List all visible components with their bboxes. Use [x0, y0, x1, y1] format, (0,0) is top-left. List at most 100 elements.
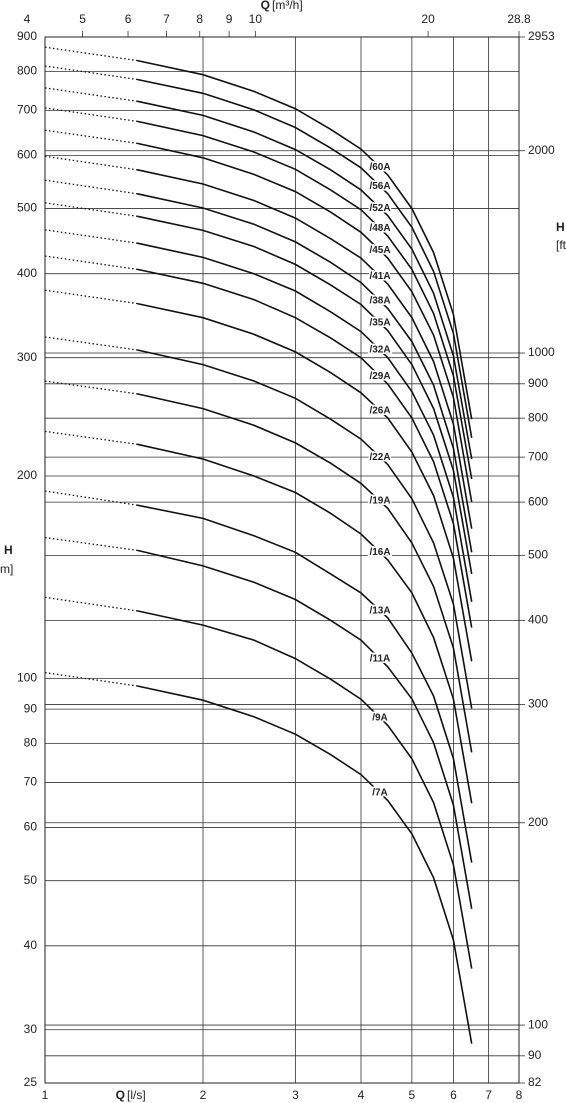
- curve: [137, 443, 473, 804]
- curve-dotted: [44, 179, 138, 195]
- curve: [137, 393, 473, 753]
- y2-tick-label: 1000: [528, 345, 555, 359]
- curve-label: /56A: [369, 181, 390, 192]
- curve: [137, 268, 473, 628]
- curve: [137, 142, 473, 503]
- curve-label: /29A: [369, 371, 390, 382]
- curve-label: /11A: [370, 654, 391, 665]
- curve-dotted: [44, 536, 138, 552]
- x2-tick-label: 10: [249, 12, 263, 26]
- curve: [137, 215, 473, 575]
- curve-dotted: [44, 46, 138, 62]
- y-axis-label: H: [4, 543, 13, 557]
- y2-axis-unit: [ft: [556, 238, 566, 252]
- y-tick-label: 25: [24, 1075, 38, 1089]
- y-tick-label: 30: [24, 1022, 38, 1036]
- y-tick-label: 70: [24, 775, 38, 789]
- curve-dotted: [44, 596, 138, 612]
- y-tick-label: 90: [24, 701, 38, 715]
- curve-label: /13A: [369, 605, 390, 616]
- curve-label: /32A: [369, 345, 390, 356]
- curve-label: /38A: [369, 296, 390, 307]
- x2-tick-label: 4: [24, 12, 31, 26]
- y2-tick-label: 2000: [528, 143, 555, 157]
- y-tick-label: 100: [17, 671, 37, 685]
- y-tick-label: 50: [24, 873, 38, 887]
- y2-tick-label: 90: [528, 1048, 542, 1062]
- x-tick-label: 4: [358, 1088, 365, 1102]
- curve-dotted: [44, 430, 138, 445]
- x-tick-label: 1: [42, 1088, 49, 1102]
- y2-tick-label: 400: [528, 613, 548, 627]
- y-axis-unit: m]: [0, 562, 13, 576]
- curve: [137, 302, 473, 662]
- y-tick-label: 500: [17, 201, 37, 215]
- x2-axis-label: Q: [261, 0, 270, 12]
- curve-label: /19A: [369, 496, 390, 507]
- x-tick-label: 7: [485, 1088, 492, 1102]
- y2-tick-label: 700: [528, 449, 548, 463]
- x2-tick-label: 6: [125, 12, 132, 26]
- curve-label: /35A: [369, 318, 390, 329]
- curve: [137, 549, 473, 909]
- y2-tick-label: 800: [528, 410, 548, 424]
- y-tick-label: 600: [17, 148, 37, 162]
- x2-tick-label: 20: [421, 12, 435, 26]
- x2-tick-label: 5: [79, 12, 86, 26]
- curve-dotted: [44, 155, 138, 171]
- curve: [137, 59, 473, 420]
- x2-tick-label: 9: [226, 12, 233, 26]
- curve-dotted: [44, 202, 138, 217]
- x-tick-label: 8: [516, 1088, 523, 1102]
- y-tick-label: 400: [17, 266, 37, 280]
- curve-dotted: [44, 336, 138, 351]
- curve-label: /7A: [372, 788, 388, 799]
- y2-tick-label: 600: [528, 494, 548, 508]
- curve: [137, 78, 473, 438]
- curve: [137, 610, 473, 969]
- curve-label: /48A: [369, 223, 390, 234]
- y-tick-label: 800: [17, 64, 37, 78]
- x-tick-label: 5: [409, 1088, 416, 1102]
- curve-label: /22A: [369, 452, 390, 463]
- curve-dotted: [44, 490, 138, 506]
- curve-dotted: [44, 289, 138, 305]
- curve-dotted: [44, 380, 138, 395]
- curve-dotted: [44, 671, 138, 687]
- curve-label: /52A: [369, 203, 390, 214]
- x-axis-unit: [l/s]: [127, 1088, 146, 1102]
- curve-dotted: [44, 107, 138, 123]
- curve-label: /26A: [369, 405, 390, 416]
- curve: [137, 193, 473, 553]
- curve: [137, 169, 473, 529]
- plot-frame: [44, 36, 520, 1084]
- curve-dotted: [44, 87, 138, 102]
- y2-tick-label: 900: [528, 376, 548, 390]
- y-tick-label: 200: [17, 468, 37, 482]
- curve: [137, 100, 473, 460]
- y-tick-label: 80: [24, 736, 38, 750]
- y-tick-label: 700: [17, 103, 37, 117]
- curve-dotted: [44, 255, 138, 271]
- curve: [137, 349, 473, 709]
- x-axis-label: Q: [116, 1088, 125, 1102]
- y-tick-label: 40: [24, 938, 38, 952]
- curve: [137, 504, 473, 863]
- y2-tick-label: 200: [528, 815, 548, 829]
- x2-tick-label: 7: [163, 12, 170, 26]
- curve-dotted: [44, 65, 138, 81]
- y2-tick-label: 2953: [528, 29, 555, 43]
- y2-tick-label: 500: [528, 548, 548, 562]
- y2-tick-label: 100: [528, 1017, 548, 1031]
- curve-dotted: [44, 229, 138, 244]
- curve-label: /41A: [369, 271, 390, 282]
- y2-tick-label: 300: [528, 697, 548, 711]
- x-tick-label: 6: [450, 1088, 457, 1102]
- x-tick-label: 2: [200, 1088, 207, 1102]
- y-tick-label: 60: [24, 820, 38, 834]
- curve: [137, 242, 473, 602]
- y-tick-label: 300: [17, 350, 37, 364]
- curve: [137, 120, 473, 480]
